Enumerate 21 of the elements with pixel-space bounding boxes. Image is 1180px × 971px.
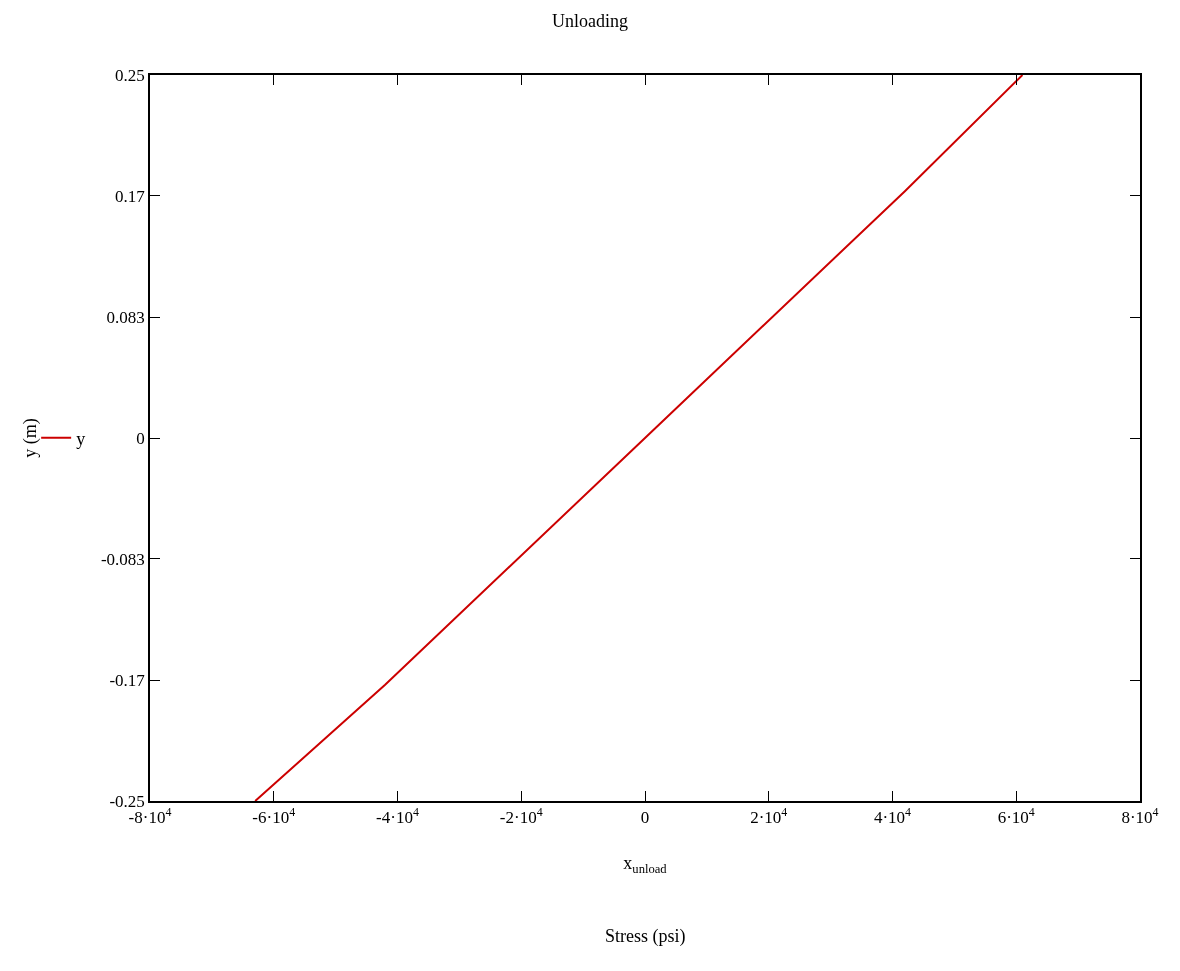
x-tick-label: -6·10$^{4}$: [252, 805, 296, 828]
text: Stress (psi): [605, 926, 686, 947]
y-axis-title: y (m): [19, 418, 41, 458]
y-tick-label: 0.17: [115, 186, 146, 206]
y-tick-label: 0: [136, 428, 145, 448]
y-tick-label: -0.083: [100, 549, 145, 569]
x-tick-label: 0: [640, 808, 650, 828]
line-series: [254, 75, 1024, 801]
y-tick-label: -0.17: [109, 671, 146, 690]
legend-label: y: [76, 428, 86, 449]
x-axis-title: x$_{unload}$: [623, 852, 668, 876]
y-tick-label: -0.25: [109, 791, 145, 811]
y-tick-label: 0.083: [106, 308, 145, 327]
x-tick-label: 2·10$^{4}$: [750, 805, 788, 828]
x-tick-label: 6·10$^{4}$: [997, 805, 1035, 828]
chart-title: Unloading: [552, 11, 628, 32]
x-tick-label: -4·10$^{4}$: [376, 805, 419, 828]
y-tick-label: 0.25: [115, 65, 145, 85]
x-tick-label: -2·10$^{4}$: [499, 805, 543, 828]
x-tick-label: 8·10$^{4}$: [1121, 805, 1159, 828]
x-tick-label: 4·10$^{4}$: [873, 805, 912, 828]
